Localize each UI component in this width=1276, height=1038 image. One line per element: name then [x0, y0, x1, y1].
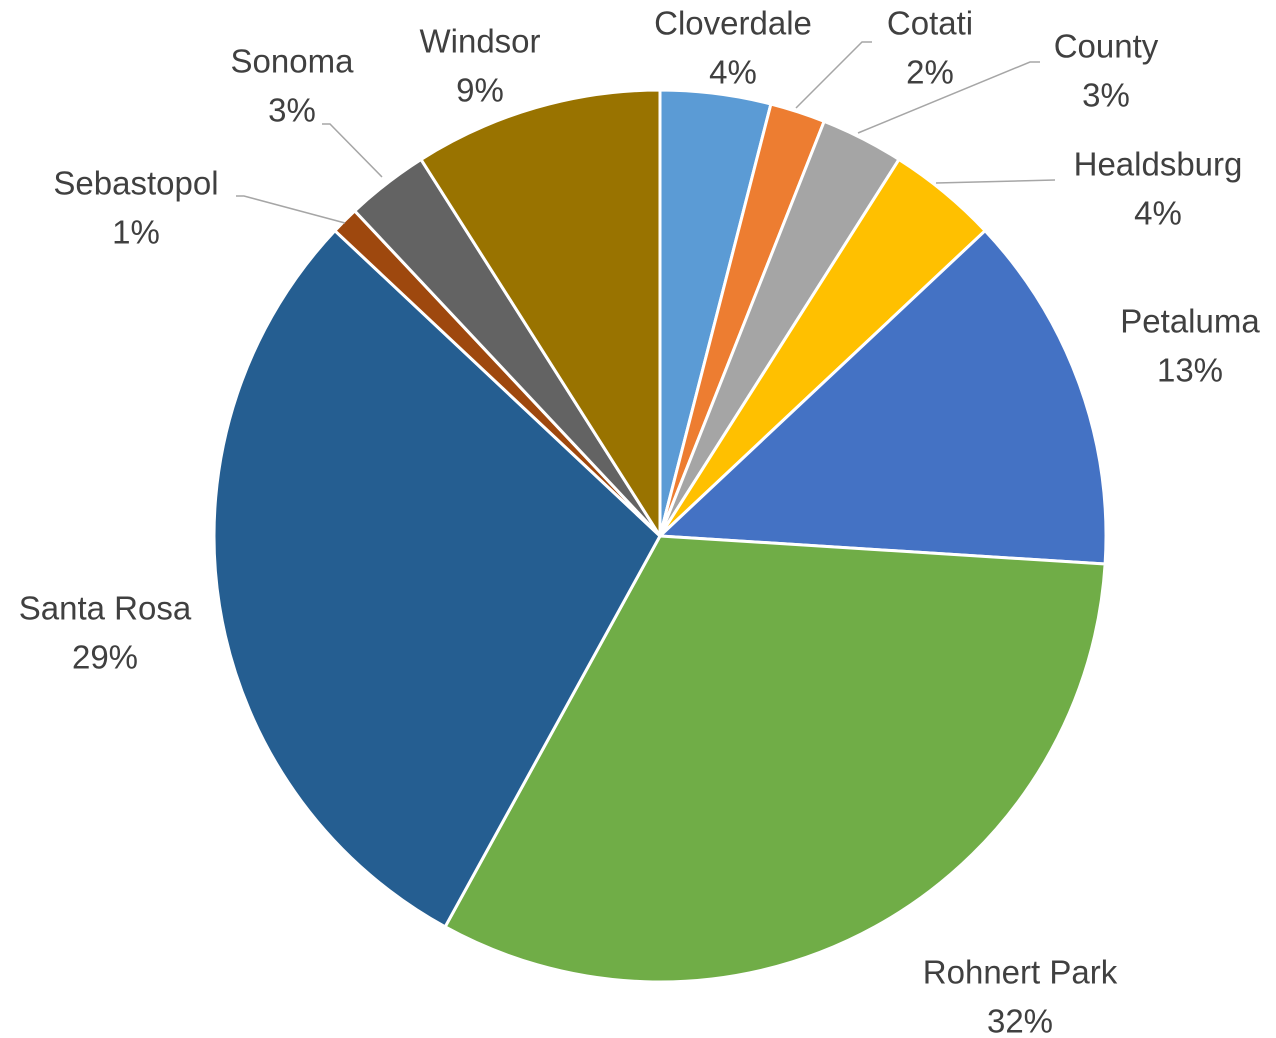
slice-percent-petaluma: 13%: [1157, 352, 1223, 389]
slice-label-sebastopol: Sebastopol: [53, 165, 218, 202]
leader-line-county: [857, 61, 1040, 134]
slice-percent-county: 3%: [1082, 77, 1130, 114]
slice-labels: Cloverdale 4% Cotati 2% County 3% Healdsburg 4%…: [19, 5, 1261, 1038]
slice-label-healdsburg: Healdsburg: [1074, 146, 1243, 183]
pie-slice-petaluma: [658, 229, 1108, 566]
leader-line-healdsburg: [935, 179, 1056, 184]
slice-label-cloverdale: Cloverdale: [654, 5, 812, 42]
pie-slice-rohnert-park: [443, 534, 1107, 984]
slice-percent-cloverdale: 4%: [709, 54, 757, 91]
slice-percent-rohnert-park: 32%: [987, 1003, 1053, 1038]
slice-label-windsor: Windsor: [419, 23, 540, 60]
slice-percent-sonoma: 3%: [268, 92, 316, 129]
slice-label-santa-rosa: Santa Rosa: [19, 590, 192, 627]
leader-line-sebastopol: [236, 195, 346, 224]
slice-percent-cotati: 2%: [906, 54, 954, 91]
leader-line-sonoma: [322, 123, 383, 178]
slice-label-petaluma: Petaluma: [1120, 303, 1260, 340]
pie-slice-windsor: [419, 88, 662, 538]
slice-label-rohnert-park: Rohnert Park: [923, 954, 1118, 991]
slice-percent-windsor: 9%: [456, 72, 504, 109]
slice-label-sonoma: Sonoma: [231, 43, 355, 80]
slice-percent-sebastopol: 1%: [112, 214, 160, 251]
slice-label-county: County: [1054, 28, 1159, 65]
pie-slice-santa-rosa: [212, 229, 662, 929]
slice-percent-santa-rosa: 29%: [72, 639, 138, 676]
leader-line-cotati: [795, 41, 872, 109]
pie-slices: [212, 88, 1108, 984]
leader-lines: [236, 41, 1056, 224]
slice-label-cotati: Cotati: [887, 5, 973, 42]
slice-percent-healdsburg: 4%: [1134, 195, 1182, 232]
